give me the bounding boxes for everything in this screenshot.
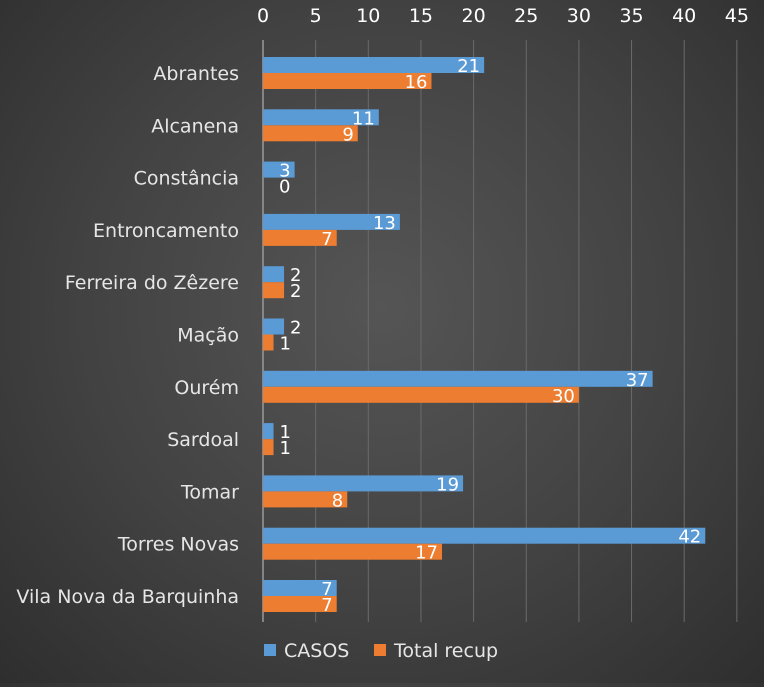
category-label: Torres Novas	[117, 534, 239, 556]
bar-total-recup	[263, 282, 285, 299]
data-label: 30	[552, 386, 575, 407]
legend-swatch	[264, 644, 276, 656]
category-label: Mação	[177, 325, 239, 347]
x-tick-label: 5	[310, 5, 322, 27]
legend-swatch	[374, 644, 386, 656]
bar-casos	[263, 266, 285, 283]
bar-casos	[263, 527, 706, 544]
x-tick-label: 10	[356, 5, 380, 27]
bar-total-recup	[263, 334, 274, 351]
category-label: Entroncamento	[93, 220, 239, 242]
bar-casos	[263, 318, 285, 335]
data-label: 11	[352, 108, 375, 129]
bar-casos	[263, 475, 464, 492]
data-label: 2	[290, 281, 301, 302]
category-label: Constância	[134, 168, 239, 190]
data-label: 7	[321, 595, 332, 616]
x-tick-label: 40	[672, 5, 696, 27]
x-tick-label: 0	[257, 5, 269, 27]
bar-casos	[263, 370, 653, 387]
x-tick-label: 25	[514, 5, 538, 27]
category-label: Alcanena	[151, 115, 239, 137]
data-label: 19	[436, 474, 459, 495]
bar-casos	[263, 423, 274, 440]
data-label: 2	[290, 318, 301, 339]
bar-total-recup	[263, 229, 337, 246]
bar-total-recup	[263, 491, 348, 508]
data-label: 1	[280, 422, 291, 443]
bar-total-recup	[263, 386, 579, 403]
bar-total-recup	[263, 596, 337, 612]
x-tick-label: 35	[619, 5, 643, 27]
x-tick-label: 30	[567, 5, 591, 27]
data-label: 13	[373, 213, 396, 234]
bar-casos	[263, 161, 295, 178]
category-label: Vila Nova da Barquinha	[16, 586, 239, 608]
category-label: Ferreira do Zêzere	[65, 272, 239, 294]
x-tick-label: 15	[409, 5, 433, 27]
x-tick-label: 45	[725, 5, 749, 27]
data-label: 21	[457, 56, 480, 77]
category-label: Abrantes	[153, 63, 239, 85]
data-label: 1	[280, 438, 291, 459]
bar-total-recup	[263, 439, 274, 456]
data-label: 42	[678, 527, 701, 548]
legend-label: Total recup	[393, 640, 498, 662]
category-label: Tomar	[180, 481, 239, 503]
x-tick-label: 20	[462, 5, 486, 27]
data-label: 16	[405, 72, 428, 93]
data-label: 8	[332, 490, 343, 511]
category-label: Sardoal	[167, 429, 239, 451]
bar-casos	[263, 109, 379, 126]
data-label: 3	[279, 161, 290, 182]
data-label: 17	[415, 543, 438, 564]
bar-casos	[263, 213, 400, 230]
bar-total-recup	[263, 125, 358, 142]
category-label: Ourém	[174, 377, 239, 399]
data-label: 7	[321, 229, 332, 250]
bar-casos	[263, 57, 485, 73]
data-label: 9	[342, 124, 353, 145]
data-label: 2	[290, 265, 301, 286]
bar-total-recup	[263, 73, 432, 89]
legend-label: CASOS	[284, 640, 349, 662]
bar-total-recup	[263, 543, 443, 560]
data-label: 37	[626, 370, 649, 391]
data-label: 7	[321, 579, 332, 600]
bar-casos	[263, 580, 337, 596]
data-label: 1	[280, 334, 291, 355]
data-label: 0	[279, 177, 290, 198]
